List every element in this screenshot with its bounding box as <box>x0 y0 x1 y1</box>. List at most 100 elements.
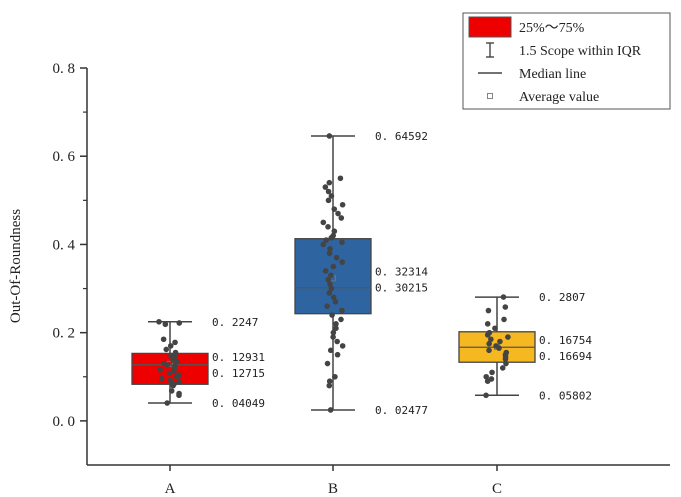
data-point <box>325 188 332 195</box>
label-whisker-low: 0. 05802 <box>539 389 592 402</box>
legend-box-swatch <box>468 16 512 38</box>
data-point <box>332 373 338 380</box>
data-point <box>326 179 333 186</box>
data-point <box>164 362 171 368</box>
label-whisker-high: 0. 64592 <box>375 130 428 143</box>
data-point <box>326 250 333 257</box>
data-point <box>339 307 345 314</box>
data-point <box>502 304 509 310</box>
data-point <box>157 366 163 373</box>
data-point <box>338 215 345 221</box>
data-point <box>156 318 162 325</box>
legend-label: 1.5 Scope within IQR <box>519 44 642 59</box>
label-mean: 0. 32314 <box>375 265 428 278</box>
data-point <box>324 303 330 310</box>
data-point <box>486 340 492 347</box>
data-point <box>162 321 169 328</box>
legend-mean-symbol <box>487 93 493 99</box>
axes: 0. 0 0. 2 0. 4 0. 6 0. 8 A B C <box>53 61 670 497</box>
data-point <box>326 382 333 389</box>
data-point <box>484 378 491 384</box>
data-point <box>325 276 332 283</box>
data-point <box>505 334 511 340</box>
data-point <box>330 263 337 270</box>
data-point <box>327 281 333 287</box>
y-axis-label: Out-Of-Roundness <box>8 209 24 323</box>
data-point <box>486 347 492 354</box>
data-point <box>170 382 176 389</box>
data-point <box>328 272 334 279</box>
data-point <box>327 347 334 354</box>
data-point <box>334 351 341 358</box>
x-tick-label: C <box>492 481 502 497</box>
data-point <box>322 268 329 274</box>
data-point <box>174 358 180 365</box>
legend: 25%～75% 1.5 Scope within IQR Median line Av… <box>462 12 671 110</box>
data-point <box>176 379 183 385</box>
data-point <box>483 373 490 380</box>
data-point <box>167 343 174 349</box>
data-point <box>176 392 182 399</box>
data-point <box>503 360 509 367</box>
data-point <box>335 210 341 217</box>
y-tick-label: 0. 0 <box>53 414 76 430</box>
y-tick-label: 0. 6 <box>53 149 76 165</box>
data-point <box>326 378 333 384</box>
data-point <box>325 224 331 230</box>
data-point <box>176 320 183 326</box>
y-tick-label: 0. 8 <box>53 61 76 77</box>
data-point <box>326 290 333 296</box>
data-point <box>322 184 329 190</box>
data-point <box>488 336 494 343</box>
data-point <box>167 377 174 384</box>
data-point <box>497 338 503 345</box>
data-point <box>501 316 507 323</box>
data-point <box>496 345 502 351</box>
data-point <box>339 343 346 349</box>
data-point <box>338 316 344 323</box>
legend-label: 25%～75% <box>519 21 585 36</box>
label-median: 0. 30215 <box>375 281 428 294</box>
label-mean: 0. 12931 <box>212 351 265 364</box>
data-point <box>337 175 344 182</box>
data-point <box>173 373 180 380</box>
data-point <box>339 259 346 265</box>
data-point <box>163 346 170 353</box>
data-point <box>328 193 335 199</box>
label-whisker-low: 0. 02477 <box>375 404 428 417</box>
label-whisker-low: 0. 04049 <box>212 397 265 410</box>
box-group-a: 0. 2247 0. 04049 0. 12931 0. 12715 <box>131 316 265 410</box>
data-point <box>330 329 337 336</box>
label-median: 0. 16694 <box>539 350 592 363</box>
data-point <box>326 133 333 139</box>
data-point <box>332 298 339 305</box>
data-point <box>502 356 509 362</box>
data-point <box>328 285 335 292</box>
box-group-b: 0. 64592 0. 02477 0. 32314 0. 30215 <box>294 130 428 417</box>
label-mean: 0. 16754 <box>539 334 592 347</box>
label-whisker-high: 0. 2247 <box>212 316 258 329</box>
data-point <box>333 321 339 327</box>
data-point <box>171 368 177 375</box>
data-point <box>500 294 507 300</box>
data-point <box>327 246 333 252</box>
data-point <box>331 206 338 212</box>
data-point <box>172 339 178 346</box>
data-point <box>327 407 334 413</box>
data-point <box>492 325 498 332</box>
data-point <box>324 360 331 367</box>
data-point <box>333 325 339 332</box>
y-tick-label: 0. 4 <box>53 237 76 253</box>
data-point <box>329 312 335 318</box>
data-point <box>158 375 165 382</box>
data-point <box>484 332 491 338</box>
box-group-c: 0. 2807 0. 05802 0. 16754 0. 16694 <box>458 291 592 402</box>
data-point <box>320 219 327 226</box>
x-tick-label: B <box>328 481 338 497</box>
data-point <box>325 197 332 204</box>
data-point <box>339 239 345 246</box>
y-tick-label: 0. 2 <box>53 326 76 342</box>
label-median: 0. 12715 <box>212 367 265 380</box>
label-whisker-high: 0. 2807 <box>539 291 585 304</box>
